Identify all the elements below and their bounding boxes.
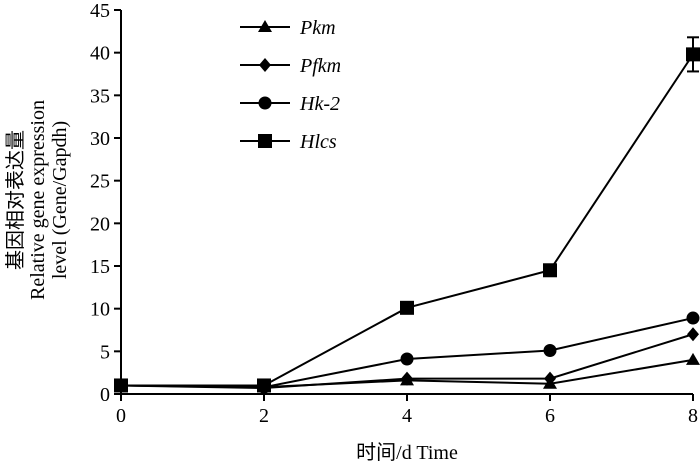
y-tick-label: 45 — [90, 0, 110, 22]
x-tick-label: 0 — [116, 405, 126, 427]
x-tick-label: 2 — [259, 405, 269, 427]
data-point — [686, 352, 700, 365]
y-axis-title-line-3: level (Gene/Gapdh) — [49, 121, 71, 279]
y-tick-label: 30 — [90, 128, 110, 150]
x-tick-label: 4 — [402, 405, 412, 427]
data-point — [687, 327, 699, 342]
legend-marker — [258, 96, 272, 110]
y-tick-label: 10 — [90, 299, 110, 321]
y-tick-label: 35 — [90, 85, 110, 107]
y-axis-ticks: 0 5 10 15 20 25 30 35 40 45 — [90, 0, 121, 406]
legend-label: Hk-2 — [299, 93, 340, 115]
legend-entry: Hlcs — [240, 131, 337, 153]
data-point — [400, 352, 414, 366]
y-tick-label: 15 — [90, 256, 110, 278]
data-point — [114, 378, 128, 393]
data-point — [544, 371, 556, 386]
y-tick-label: 0 — [100, 384, 110, 406]
series-layer — [114, 36, 700, 396]
data-point — [543, 263, 557, 278]
data-point — [401, 371, 413, 386]
y-tick-label: 5 — [100, 341, 110, 363]
legend-marker — [258, 134, 272, 148]
legend-label: Pfkm — [299, 55, 341, 77]
y-tick-label: 20 — [90, 213, 110, 235]
data-point — [257, 378, 271, 393]
x-axis-ticks: 0 2 4 6 8 — [116, 394, 698, 427]
legend: Pkm Pfkm Hk-2 Hlcs — [240, 17, 341, 153]
data-point — [686, 47, 700, 62]
data-point — [543, 343, 557, 357]
legend-marker — [258, 20, 272, 32]
x-tick-label: 6 — [545, 405, 555, 427]
series-line — [121, 53, 694, 387]
x-tick-label: 8 — [688, 405, 698, 427]
data-point — [400, 300, 414, 315]
y-axis-title-line-1: 基因相对表达量 — [4, 130, 27, 270]
y-axis-title: 基因相对表达量 Relative gene expression level (… — [4, 100, 71, 300]
legend-label: Hlcs — [299, 131, 337, 153]
y-tick-label: 40 — [90, 43, 110, 65]
legend-label: Pkm — [299, 17, 336, 39]
x-axis-title: 时间/d Time — [356, 441, 458, 464]
legend-entry: Pfkm — [240, 55, 341, 77]
legend-entry: Hk-2 — [240, 93, 340, 115]
data-point — [686, 311, 700, 325]
legend-entry: Pkm — [240, 17, 336, 39]
legend-marker — [259, 58, 271, 72]
axes — [120, 10, 693, 395]
y-tick-label: 25 — [90, 171, 110, 193]
y-axis-title-line-2: Relative gene expression — [27, 100, 49, 300]
series-hlcs — [114, 36, 700, 393]
